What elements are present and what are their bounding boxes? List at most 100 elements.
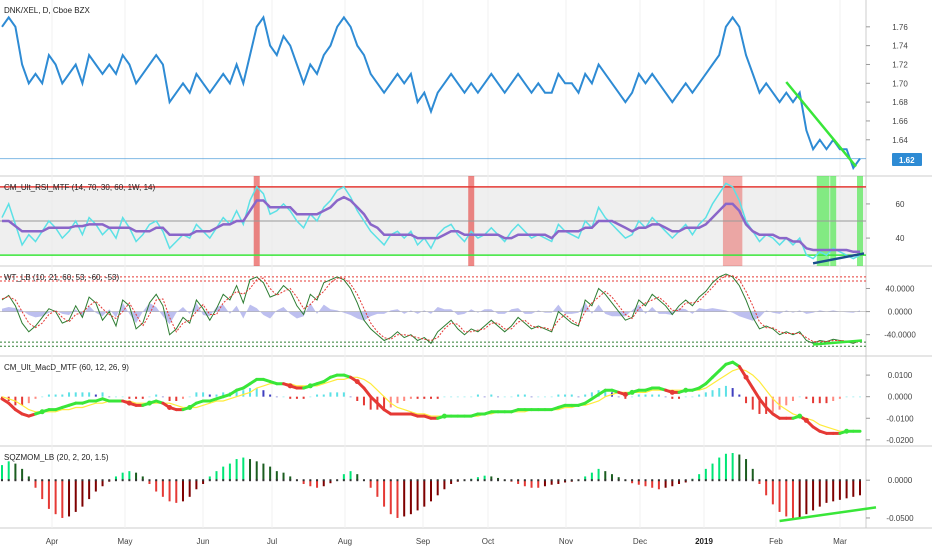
sqz-dot (859, 479, 861, 482)
sqz-dot (409, 479, 412, 482)
sqz-dot (731, 479, 734, 482)
sqz-dot (597, 479, 600, 482)
macd-hist-bar (443, 396, 446, 398)
sqz-bar (497, 477, 500, 481)
sqz-dot (838, 479, 841, 482)
sqz-bar (597, 468, 600, 481)
y-tick-label: 1.66 (892, 117, 908, 126)
macd-hist-bar (316, 394, 319, 397)
macd-hist-bar (564, 394, 567, 397)
sqz-dot (430, 479, 432, 482)
sqz-dot (356, 479, 359, 482)
sqz-dot (631, 479, 634, 482)
sqz-dot (128, 479, 131, 482)
sqz-dot (490, 479, 493, 482)
macd-hist-bar (852, 396, 855, 398)
x-tick-label: Mar (833, 537, 847, 546)
sqz-bar (550, 480, 553, 485)
macd-hist-bar (845, 396, 848, 398)
sqz-dot (617, 479, 620, 482)
sqz-bar (21, 468, 24, 481)
macd-hist-bar (181, 396, 184, 399)
sqz-dot (517, 479, 520, 482)
sqz-dot (88, 479, 91, 482)
y-tick-label: -0.0500 (886, 514, 914, 523)
sqz-bar (94, 480, 97, 492)
macd-line-segment (362, 386, 373, 399)
sqz-bar (812, 480, 815, 511)
x-tick-label: 2019 (695, 537, 713, 546)
sqz-dot (141, 479, 144, 482)
sqz-bar (778, 480, 781, 512)
sqz-bar (249, 459, 252, 481)
macd-hist-bar (389, 396, 392, 408)
marks-layer (0, 15, 877, 523)
sqz-bar (135, 472, 138, 481)
sqz-dot (269, 479, 272, 482)
price-trendline (785, 81, 857, 168)
sqz-bar (436, 480, 439, 496)
sqz-bar (631, 480, 634, 484)
y-tick-label: 40 (896, 234, 905, 243)
sqz-dot (698, 479, 701, 482)
x-tick-label: Sep (416, 537, 431, 546)
macd-hist-bar (74, 392, 77, 397)
macd-hist-bar (403, 396, 406, 401)
sqz-dot (215, 479, 218, 482)
sqz-bar (704, 468, 707, 481)
sqz-bar (678, 480, 681, 484)
macd-hist-bar (349, 396, 352, 398)
wt-chart-title: WT_LB (10, 21, 60, 53, -60, -53) (4, 273, 120, 282)
sqz-dot (34, 479, 37, 482)
macd-hist-bar (342, 392, 345, 397)
sqz-dot (450, 479, 453, 482)
sqz-dot (604, 479, 607, 482)
macd-hist-bar (456, 396, 459, 398)
macd-hist-bar (242, 390, 245, 397)
macd-signal-line (1, 367, 860, 432)
y-tick-label: 0.0000 (888, 308, 913, 317)
y-tick-label: -0.0100 (886, 414, 914, 423)
macd-hist-bar (175, 396, 178, 401)
sqz-bar (651, 480, 654, 488)
x-tick-label: Feb (769, 537, 783, 546)
sqz-bar (322, 480, 325, 487)
sqz-bar (530, 480, 533, 488)
macd-hist-bar (463, 396, 466, 398)
sqz-bar (476, 477, 479, 481)
macd-cross-dot (803, 417, 809, 423)
sqz-bar (68, 480, 71, 517)
sqz-dot (376, 479, 379, 482)
sqz-dot (255, 479, 258, 482)
x-tick-label: May (117, 537, 132, 546)
macd-hist-bar (671, 396, 674, 399)
macd-hist-bar (604, 390, 607, 397)
sqz-bar (698, 474, 701, 481)
sqz-bar (54, 480, 57, 515)
macd-hist-bar (805, 396, 808, 399)
sqz-bar (711, 463, 714, 481)
sqz-bar (269, 466, 272, 481)
macd-hist-bar (135, 396, 138, 399)
macd-line-segment (764, 405, 775, 416)
sqz-bar (81, 480, 84, 507)
sqz-bar (14, 463, 17, 481)
sqz-dot (510, 479, 513, 482)
sqz-dot (724, 479, 727, 482)
sqz-bar (141, 476, 144, 481)
macd-hist-bar (651, 394, 654, 397)
sqz-dot (751, 479, 754, 482)
wt-trendline (812, 339, 863, 346)
sqz-bar (818, 480, 821, 507)
sqz-bar (617, 477, 620, 481)
macd-hist-bar (617, 396, 620, 398)
y-tick-label: -40.0000 (884, 331, 916, 340)
macd-hist-bar (637, 394, 640, 397)
macd-line-segment (369, 395, 379, 405)
macd-hist-bar (517, 394, 520, 397)
macd-hist-bar (631, 396, 634, 398)
macd-hist-bar (537, 396, 540, 398)
sqz-bar (188, 480, 191, 497)
sqz-bar (316, 480, 319, 488)
sqz-bar (798, 480, 801, 518)
